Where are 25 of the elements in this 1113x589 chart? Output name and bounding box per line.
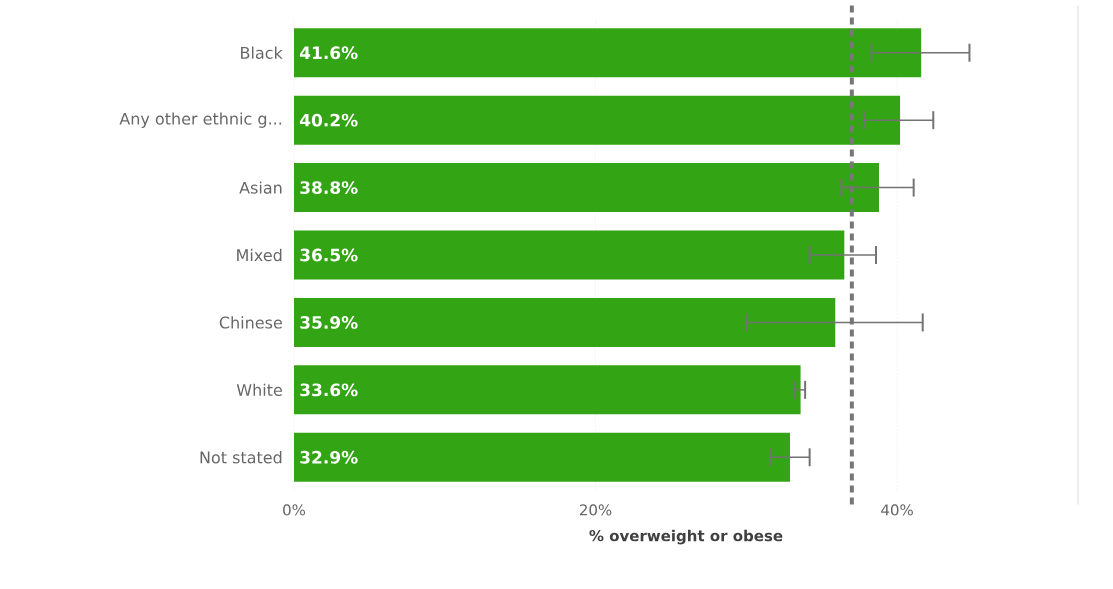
bar <box>294 95 901 145</box>
bar <box>294 297 836 347</box>
data-label: 33.6% <box>300 383 358 397</box>
data-label: 32.9% <box>300 450 358 464</box>
x-tick-label: 0% <box>283 504 306 516</box>
x-tick-label: 40% <box>881 504 913 516</box>
y-tick-label: White <box>236 383 282 397</box>
y-tick-label: Not stated <box>200 451 282 464</box>
x-axis-title: % overweight or obese <box>589 529 783 545</box>
y-tick-label: Asian <box>239 181 282 194</box>
y-tick-label: Black <box>241 46 283 59</box>
bar <box>294 163 879 213</box>
bar <box>294 432 791 482</box>
y-tick-label: Chinese <box>219 316 282 329</box>
data-label: 36.5% <box>300 248 358 262</box>
y-tick-label: Any other ethnic g... <box>119 112 282 128</box>
bar <box>294 230 845 280</box>
data-label: 41.6% <box>299 46 358 60</box>
data-label: 38.8% <box>300 181 358 194</box>
data-label: 35.9% <box>300 316 358 329</box>
bar <box>294 28 922 78</box>
bar <box>294 365 801 415</box>
x-tick-label: 20% <box>579 504 612 516</box>
data-label: 40.2% <box>299 113 358 127</box>
y-tick-label: Mixed <box>237 248 282 262</box>
